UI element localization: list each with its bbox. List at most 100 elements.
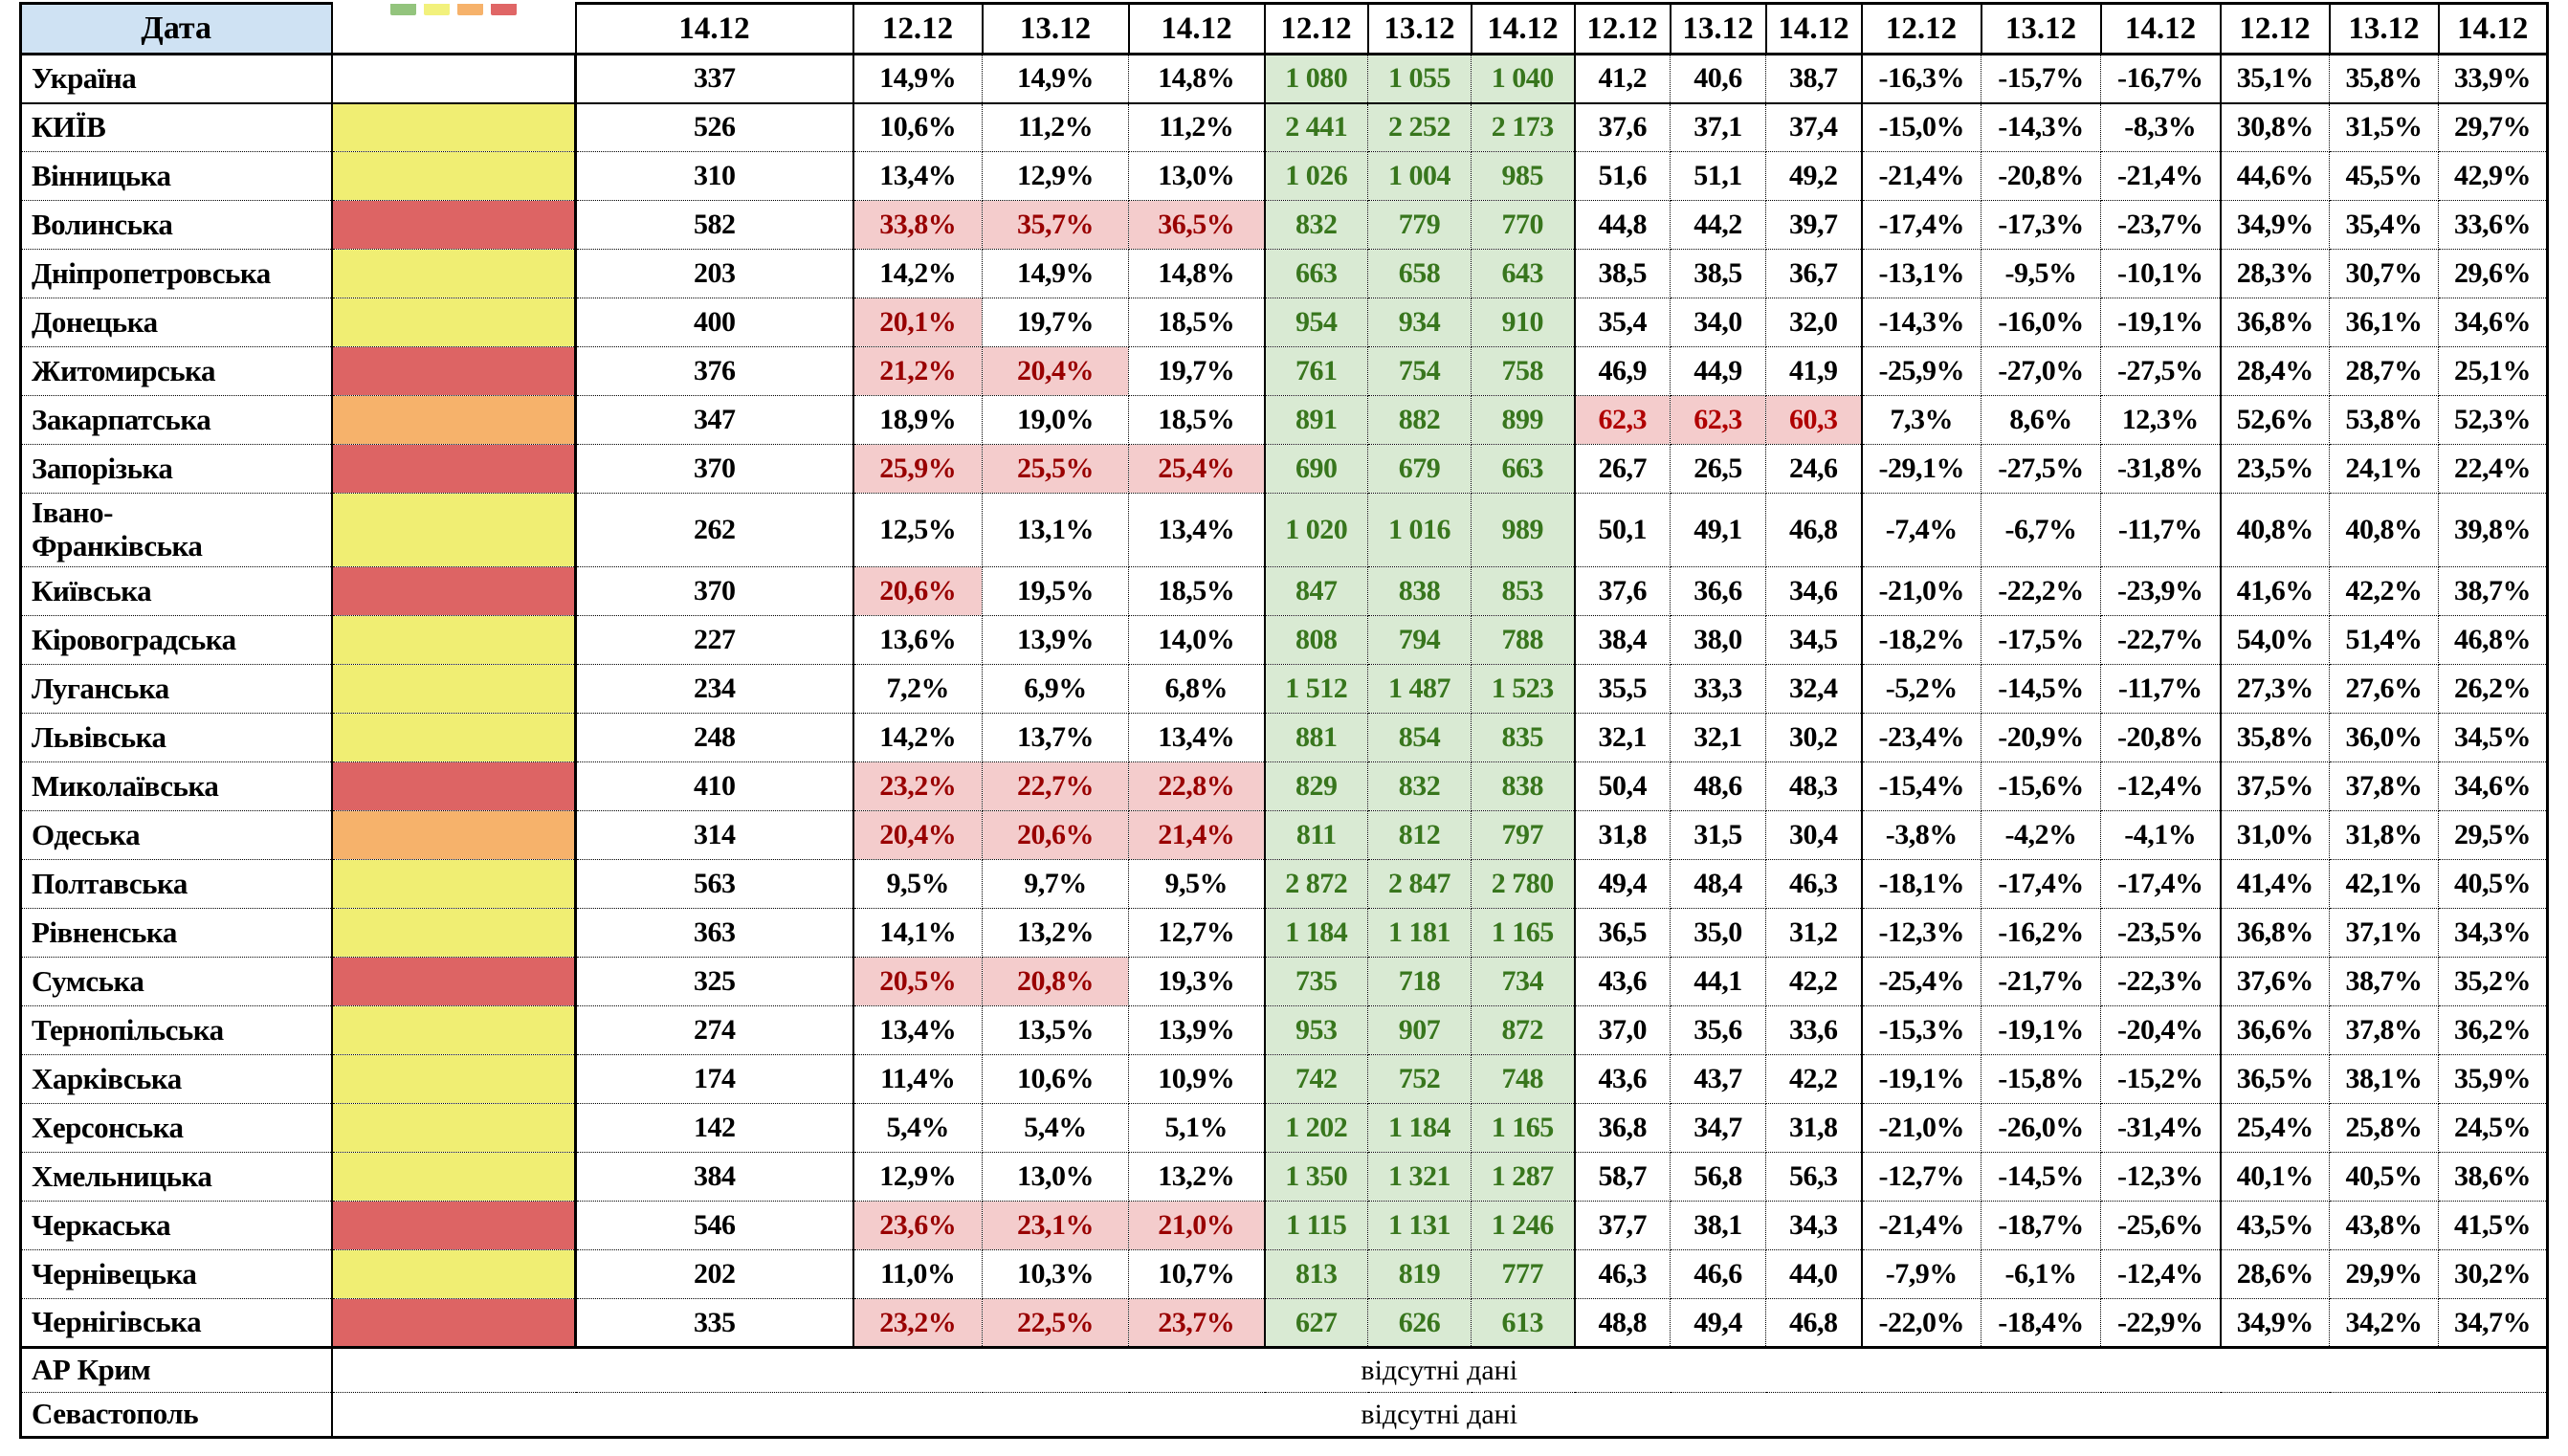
cases-cell[interactable]: 748 bbox=[1471, 1054, 1576, 1104]
share-pct-cell[interactable]: 40,8% bbox=[2329, 493, 2439, 567]
region-status-color-cell[interactable] bbox=[331, 566, 577, 616]
rate-cell[interactable]: 34,3 bbox=[1765, 1201, 1863, 1250]
rate-cell[interactable]: 31,2 bbox=[1765, 908, 1863, 958]
change-pct-cell[interactable]: -22,7% bbox=[2100, 615, 2222, 665]
positivity-cell[interactable]: 20,1% bbox=[852, 298, 983, 347]
positivity-cell[interactable]: 13,4% bbox=[1128, 493, 1266, 567]
rate-cell[interactable]: 36,5 bbox=[1574, 908, 1671, 958]
rate-cell[interactable]: 37,1 bbox=[1670, 102, 1766, 152]
positivity-cell[interactable]: 13,9% bbox=[1128, 1005, 1266, 1055]
cases-cell[interactable]: 832 bbox=[1264, 200, 1368, 250]
region-status-color-cell[interactable] bbox=[331, 200, 577, 250]
cases-cell[interactable]: 658 bbox=[1367, 249, 1472, 298]
cases-cell[interactable]: 1 487 bbox=[1367, 664, 1472, 714]
change-pct-cell[interactable]: -12,4% bbox=[2100, 761, 2222, 811]
share-pct-cell[interactable]: 36,8% bbox=[2220, 298, 2330, 347]
positivity-cell[interactable]: 20,8% bbox=[982, 957, 1129, 1006]
count-cell[interactable]: 384 bbox=[575, 1152, 854, 1202]
rate-cell[interactable]: 48,8 bbox=[1574, 1298, 1671, 1349]
date-column-header[interactable]: 13.12 bbox=[982, 2, 1130, 55]
share-pct-cell[interactable]: 52,3% bbox=[2438, 395, 2549, 445]
positivity-cell[interactable]: 13,4% bbox=[852, 1005, 983, 1055]
cases-cell[interactable]: 1 115 bbox=[1264, 1201, 1368, 1250]
share-pct-cell[interactable]: 22,4% bbox=[2438, 444, 2549, 494]
share-pct-cell[interactable]: 37,6% bbox=[2220, 957, 2330, 1006]
rate-cell[interactable]: 43,7 bbox=[1670, 1054, 1766, 1104]
region-name-cell[interactable]: Волинська bbox=[19, 200, 333, 250]
cases-cell[interactable]: 2 441 bbox=[1264, 102, 1368, 152]
change-pct-cell[interactable]: -14,5% bbox=[1981, 1152, 2101, 1202]
cases-cell[interactable]: 835 bbox=[1471, 713, 1576, 762]
change-pct-cell[interactable]: -12,3% bbox=[1861, 908, 1981, 958]
change-pct-cell[interactable]: -15,7% bbox=[1981, 54, 2101, 104]
count-cell[interactable]: 142 bbox=[575, 1103, 854, 1153]
share-pct-cell[interactable]: 36,6% bbox=[2220, 1005, 2330, 1055]
count-cell[interactable]: 347 bbox=[575, 395, 854, 445]
rate-cell[interactable]: 43,6 bbox=[1574, 957, 1671, 1006]
positivity-cell[interactable]: 14,8% bbox=[1128, 54, 1266, 104]
date-column-header[interactable]: 13.12 bbox=[2329, 2, 2440, 55]
date-column-header[interactable]: 14.12 bbox=[2100, 2, 2222, 55]
cases-cell[interactable]: 754 bbox=[1367, 346, 1472, 396]
change-pct-cell[interactable]: -6,1% bbox=[1981, 1249, 2101, 1299]
cases-cell[interactable]: 853 bbox=[1471, 566, 1576, 616]
change-pct-cell[interactable]: -23,4% bbox=[1861, 713, 1981, 762]
cases-cell[interactable]: 812 bbox=[1367, 810, 1472, 860]
share-pct-cell[interactable]: 25,1% bbox=[2438, 346, 2549, 396]
cases-cell[interactable]: 819 bbox=[1367, 1249, 1472, 1299]
share-pct-cell[interactable]: 23,5% bbox=[2220, 444, 2330, 494]
positivity-cell[interactable]: 13,9% bbox=[982, 615, 1129, 665]
rate-cell[interactable]: 37,4 bbox=[1765, 102, 1863, 152]
cases-cell[interactable]: 794 bbox=[1367, 615, 1472, 665]
rate-cell[interactable]: 30,2 bbox=[1765, 713, 1863, 762]
positivity-cell[interactable]: 21,4% bbox=[1128, 810, 1266, 860]
region-status-color-cell[interactable] bbox=[331, 615, 577, 665]
count-cell[interactable]: 274 bbox=[575, 1005, 854, 1055]
region-status-color-cell[interactable] bbox=[331, 1005, 577, 1055]
rate-cell[interactable]: 62,3 bbox=[1670, 395, 1766, 445]
rate-cell[interactable]: 49,2 bbox=[1765, 151, 1863, 201]
share-pct-cell[interactable]: 40,1% bbox=[2220, 1152, 2330, 1202]
region-status-color-cell[interactable] bbox=[331, 493, 577, 567]
cases-cell[interactable]: 1 165 bbox=[1471, 1103, 1576, 1153]
positivity-cell[interactable]: 23,2% bbox=[852, 1298, 983, 1349]
change-pct-cell[interactable]: -18,2% bbox=[1861, 615, 1981, 665]
rate-cell[interactable]: 34,7 bbox=[1670, 1103, 1766, 1153]
share-pct-cell[interactable]: 29,9% bbox=[2329, 1249, 2439, 1299]
positivity-cell[interactable]: 36,5% bbox=[1128, 200, 1266, 250]
share-pct-cell[interactable]: 36,8% bbox=[2220, 908, 2330, 958]
share-pct-cell[interactable]: 34,5% bbox=[2438, 713, 2549, 762]
share-pct-cell[interactable]: 46,8% bbox=[2438, 615, 2549, 665]
positivity-cell[interactable]: 13,7% bbox=[982, 713, 1129, 762]
share-pct-cell[interactable]: 28,4% bbox=[2220, 346, 2330, 396]
rate-cell[interactable]: 62,3 bbox=[1574, 395, 1671, 445]
count-cell[interactable]: 526 bbox=[575, 102, 854, 152]
change-pct-cell[interactable]: -22,9% bbox=[2100, 1298, 2222, 1349]
share-pct-cell[interactable]: 42,9% bbox=[2438, 151, 2549, 201]
change-pct-cell[interactable]: -12,4% bbox=[2100, 1249, 2222, 1299]
rate-cell[interactable]: 38,1 bbox=[1670, 1201, 1766, 1250]
change-pct-cell[interactable]: -14,3% bbox=[1861, 298, 1981, 347]
region-name-cell[interactable]: Львівська bbox=[19, 713, 333, 762]
change-pct-cell[interactable]: -22,2% bbox=[1981, 566, 2101, 616]
positivity-cell[interactable]: 23,6% bbox=[852, 1201, 983, 1250]
positivity-cell[interactable]: 14,9% bbox=[852, 54, 983, 104]
date-column-header[interactable]: 12.12 bbox=[2220, 2, 2331, 55]
change-pct-cell[interactable]: -12,7% bbox=[1861, 1152, 1981, 1202]
share-pct-cell[interactable]: 28,3% bbox=[2220, 249, 2330, 298]
region-status-color-cell[interactable] bbox=[331, 957, 577, 1006]
positivity-cell[interactable]: 13,6% bbox=[852, 615, 983, 665]
positivity-cell[interactable]: 6,8% bbox=[1128, 664, 1266, 714]
cases-cell[interactable]: 1 020 bbox=[1264, 493, 1368, 567]
change-pct-cell[interactable]: -31,4% bbox=[2100, 1103, 2222, 1153]
positivity-cell[interactable]: 22,7% bbox=[982, 761, 1129, 811]
share-pct-cell[interactable]: 41,5% bbox=[2438, 1201, 2549, 1250]
share-pct-cell[interactable]: 28,7% bbox=[2329, 346, 2439, 396]
rate-cell[interactable]: 35,6 bbox=[1670, 1005, 1766, 1055]
share-pct-cell[interactable]: 35,8% bbox=[2220, 713, 2330, 762]
change-pct-cell[interactable]: -14,3% bbox=[1981, 102, 2101, 152]
cases-cell[interactable]: 718 bbox=[1367, 957, 1472, 1006]
positivity-cell[interactable]: 18,5% bbox=[1128, 395, 1266, 445]
cases-cell[interactable]: 1 350 bbox=[1264, 1152, 1368, 1202]
positivity-cell[interactable]: 13,5% bbox=[982, 1005, 1129, 1055]
